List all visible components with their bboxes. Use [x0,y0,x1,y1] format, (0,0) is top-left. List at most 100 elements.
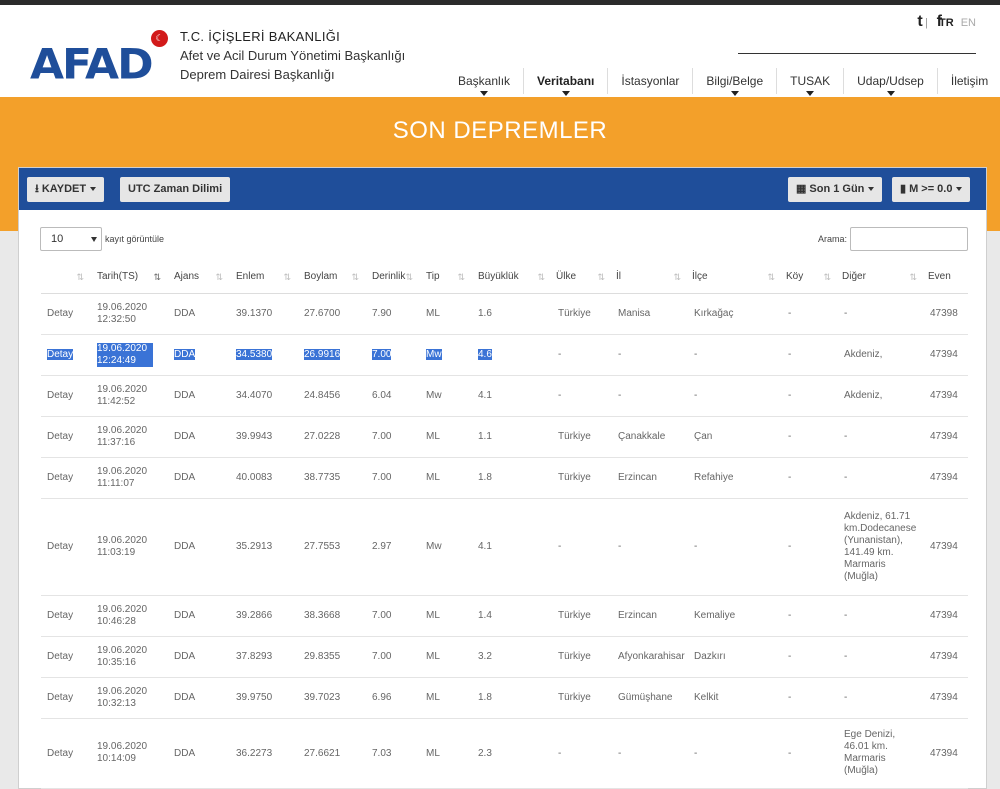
column-header-0[interactable]: ⇅ [41,261,89,294]
cell-0[interactable]: Detay [41,595,89,637]
table-row[interactable]: Detay 19.06.2020 10:14:09 DDA 36.2273 27.662… [41,718,968,789]
nav-item-0[interactable]: Başkanlık [445,68,523,96]
afad-logo[interactable]: AFAD [30,40,154,89]
cell-0[interactable]: Detay [41,636,89,678]
save-button[interactable]: ⭳ KAYDET [27,177,105,202]
column-header-2[interactable]: Ajans ⇅ [166,261,228,294]
cell-text: Dazkırı [694,651,726,662]
cell-text: 47394 [930,610,958,621]
table-row[interactable]: Detay 19.06.2020 11:11:07 DDA 40.0083 38.773… [41,457,968,499]
cell-12: Ege Denizi, 46.01 km. Marmaris (Muğla) [836,718,922,789]
column-header-13[interactable]: Even [922,261,968,294]
search-input[interactable] [850,227,968,251]
cell-5: 7.00 [364,334,418,376]
cell-3: 35.2913 [228,498,296,596]
detail-link[interactable]: Detay [47,541,74,552]
facebook-icon[interactable]: f [936,13,942,30]
cell-2: DDA [166,293,228,335]
nav-item-4[interactable]: TUSAK [776,68,843,96]
cell-7: 4.1 [470,498,550,596]
cell-text: 35.2913 [236,541,273,552]
cell-0[interactable]: Detay [41,416,89,458]
language-switch: | TR EN [925,17,976,29]
lang-tr-link[interactable]: TR [938,17,954,29]
cell-7: 4.1 [470,375,550,417]
detail-link[interactable]: Detay [47,692,74,703]
table-row[interactable]: Detay 19.06.2020 12:24:49 DDA 34.5380 26.991… [41,334,968,376]
cell-13: 47394 [922,457,968,499]
detail-link[interactable]: Detay [47,349,74,360]
table-row[interactable]: Detay 19.06.2020 10:46:28 DDA 39.2866 38.366… [41,595,968,637]
detail-link[interactable]: Detay [47,610,74,621]
column-header-4[interactable]: Boylam ⇅ [296,261,364,294]
sort-icon: ⇅ [909,272,916,282]
page-length-label: kayıt görüntüle [105,234,165,244]
utc-timezone-button[interactable]: UTC Zaman Dilimi [120,177,231,202]
cell-10: - [686,375,780,417]
cell-2: DDA [166,457,228,499]
detail-link[interactable]: Detay [47,472,74,483]
detail-link[interactable]: Detay [47,390,74,401]
nav-item-2[interactable]: İstasyonlar [607,68,692,94]
cell-text: DDA [174,431,196,442]
nav-item-6[interactable]: İletişim [936,68,1000,94]
nav-item-5[interactable]: Udap/Udsep [843,68,937,96]
column-header-7[interactable]: Büyüklük ⇅ [470,261,550,294]
table-row[interactable]: Detay 19.06.2020 11:03:19 DDA 35.2913 27.755… [41,498,968,596]
cell-0[interactable]: Detay [41,718,89,789]
column-header-3[interactable]: Enlem ⇅ [228,261,296,294]
cell-0[interactable]: Detay [41,293,89,335]
cell-11: - [780,595,836,637]
cell-text: Türkiye [558,610,591,621]
table-row[interactable]: Detay 19.06.2020 10:35:16 DDA 37.8293 29.835… [41,636,968,678]
magnitude-button[interactable]: ▮ M >= 0.0 [892,177,971,202]
lang-en-link[interactable]: EN [960,17,976,29]
page-length-select[interactable]: 10 [40,227,102,251]
table-row[interactable]: Detay 19.06.2020 10:32:13 DDA 39.9750 39.702… [41,677,968,719]
cell-text: - [618,541,622,552]
column-header-11[interactable]: Köy ⇅ [780,261,836,294]
twitter-icon[interactable]: t [917,13,923,30]
table-body: Detay 19.06.2020 12:32:50 DDA 39.1370 27.670… [41,293,968,789]
column-header-5[interactable]: Derinlik ⇅ [364,261,418,294]
caret-down-icon [730,91,739,96]
cell-0[interactable]: Detay [41,334,89,376]
column-header-8[interactable]: Ülke ⇅ [550,261,610,294]
cell-0[interactable]: Detay [41,457,89,499]
lang-separator: | [925,17,928,29]
cell-7: 1.1 [470,416,550,458]
table-row[interactable]: Detay 19.06.2020 12:32:50 DDA 39.1370 27.670… [41,293,968,335]
nav-item-1[interactable]: Veritabanı [523,68,607,96]
cell-1: 19.06.2020 10:14:09 [89,718,166,789]
nav-item-3[interactable]: Bilgi/Belge [692,68,776,96]
column-header-10[interactable]: İlçe ⇅ [686,261,780,294]
column-header-12[interactable]: Diğer ⇅ [836,261,922,294]
period-button[interactable]: ▦ Son 1 Gün [788,177,883,202]
cell-text: - [788,308,792,319]
column-header-6[interactable]: Tip ⇅ [418,261,470,294]
column-header-label: Büyüklük [478,271,519,283]
cell-0[interactable]: Detay [41,498,89,596]
table-row[interactable]: Detay 19.06.2020 11:42:52 DDA 34.4070 24.845… [41,375,968,417]
column-header-9[interactable]: İl ⇅ [610,261,686,294]
nav-item-label: Başkanlık [458,74,511,88]
cell-11: - [780,293,836,335]
cell-text: 27.7553 [304,541,341,552]
sort-icon: ⇅ [215,272,222,282]
cell-3: 34.4070 [228,375,296,417]
column-header-1[interactable]: Tarih(TS) ⇅ [89,261,166,294]
cell-text: 38.7735 [304,472,341,483]
detail-link[interactable]: Detay [47,308,74,319]
cell-2: DDA [166,416,228,458]
cell-8: Türkiye [550,457,610,499]
detail-link[interactable]: Detay [47,747,74,759]
cell-0[interactable]: Detay [41,677,89,719]
cell-6: ML [418,416,470,458]
table-row[interactable]: Detay 19.06.2020 11:37:16 DDA 39.9943 27.022… [41,416,968,458]
detail-link[interactable]: Detay [47,651,74,662]
detail-link[interactable]: Detay [47,431,74,442]
cell-1: 19.06.2020 12:32:50 [89,293,166,335]
cell-0[interactable]: Detay [41,375,89,417]
cell-3: 39.2866 [228,595,296,637]
cell-text: Erzincan [618,472,657,483]
